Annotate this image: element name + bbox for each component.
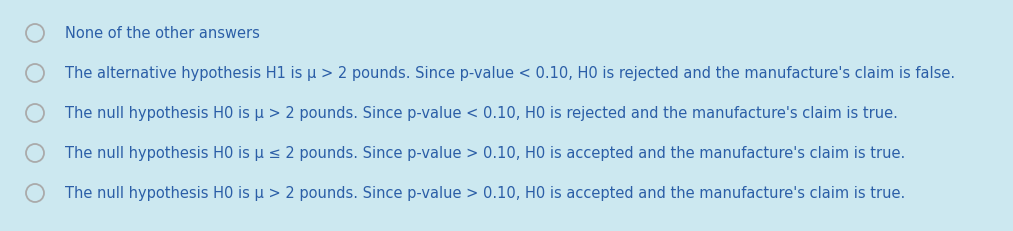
Text: The null hypothesis H0 is μ > 2 pounds. Since p-value > 0.10, H0 is accepted and: The null hypothesis H0 is μ > 2 pounds. … [65,186,906,201]
Text: None of the other answers: None of the other answers [65,26,260,41]
Text: The alternative hypothesis H1 is μ > 2 pounds. Since p-value < 0.10, H0 is rejec: The alternative hypothesis H1 is μ > 2 p… [65,66,955,81]
Text: The null hypothesis H0 is μ ≤ 2 pounds. Since p-value > 0.10, H0 is accepted and: The null hypothesis H0 is μ ≤ 2 pounds. … [65,146,906,161]
Text: The null hypothesis H0 is μ > 2 pounds. Since p-value < 0.10, H0 is rejected and: The null hypothesis H0 is μ > 2 pounds. … [65,106,898,121]
